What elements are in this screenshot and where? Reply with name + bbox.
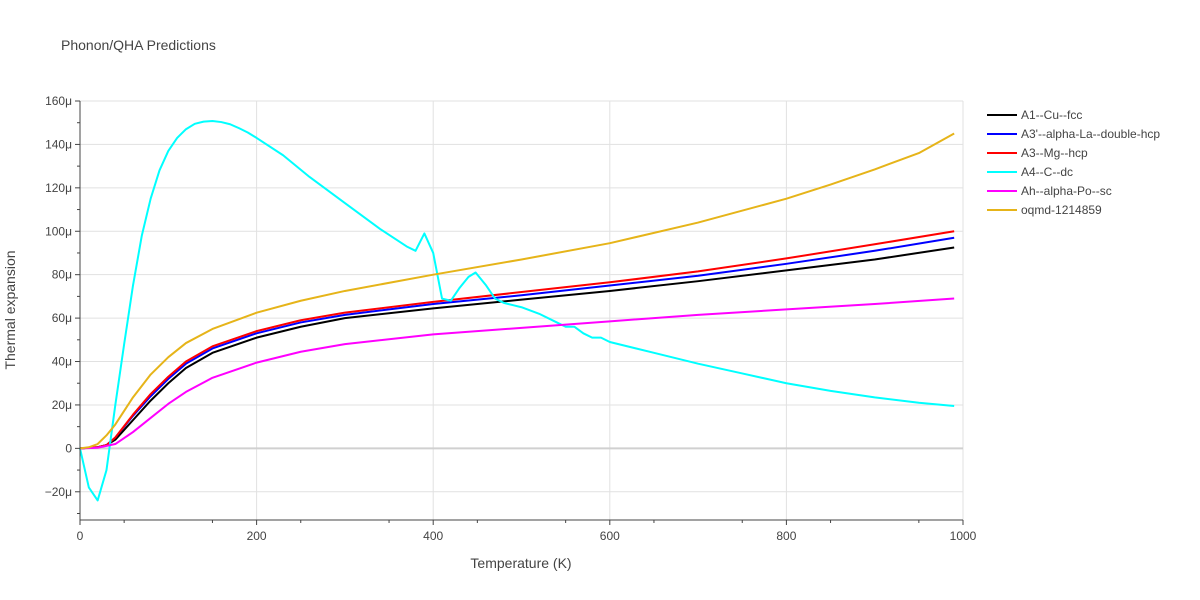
y-tick-label: 160μ xyxy=(45,94,72,108)
y-tick-label: 20μ xyxy=(52,398,72,412)
legend-label: Ah--alpha-Po--sc xyxy=(1021,184,1112,198)
series-line-4 xyxy=(79,297,955,450)
legend-item[interactable]: A3--Mg--hcp xyxy=(987,146,1088,160)
x-tick-label: 400 xyxy=(423,529,443,543)
y-tick-label: −20μ xyxy=(45,485,72,499)
series-line-0 xyxy=(79,246,955,450)
chart-title: Phonon/QHA Predictions xyxy=(61,37,216,53)
x-tick-label: 600 xyxy=(600,529,620,543)
legend-label: A3--Mg--hcp xyxy=(1021,146,1088,160)
y-axis-title: Thermal expansion xyxy=(2,250,18,369)
legend-label: A4--C--dc xyxy=(1021,165,1073,179)
grid xyxy=(80,100,964,520)
axes xyxy=(79,101,963,521)
series-line-1 xyxy=(79,236,955,450)
y-tick-label: 60μ xyxy=(52,311,72,325)
legend-label: A3'--alpha-La--double-hcp xyxy=(1021,127,1160,141)
legend-item[interactable]: Ah--alpha-Po--sc xyxy=(987,184,1112,198)
legend-label: oqmd-1214859 xyxy=(1021,203,1102,217)
legend-item[interactable]: A1--Cu--fcc xyxy=(987,108,1082,122)
legend-item[interactable]: A4--C--dc xyxy=(987,165,1073,179)
x-axis-ticks: 0 200 400 600 800 1000 xyxy=(77,520,977,543)
legend-item[interactable]: oqmd-1214859 xyxy=(987,203,1102,217)
series-line-3 xyxy=(79,119,955,502)
x-axis-title: Temperature (K) xyxy=(470,555,571,571)
x-tick-label: 0 xyxy=(77,529,84,543)
y-tick-label: 120μ xyxy=(45,181,72,195)
series-lines xyxy=(79,119,955,502)
y-tick-label: 100μ xyxy=(45,224,72,238)
y-tick-label: 140μ xyxy=(45,137,72,151)
y-tick-label: 40μ xyxy=(52,355,72,369)
y-tick-label: 0 xyxy=(65,441,72,455)
x-tick-label: 800 xyxy=(776,529,796,543)
series-line-2 xyxy=(79,230,955,450)
y-tick-label: 80μ xyxy=(52,268,72,282)
series-line-5 xyxy=(79,132,955,450)
y-axis-ticks: −20μ 0 20μ 40μ 60μ 80μ 100μ 120μ 140μ 160μ xyxy=(45,94,80,514)
legend-label: A1--Cu--fcc xyxy=(1021,108,1082,122)
legend: A1--Cu--fcc A3'--alpha-La--double-hcp A3--… xyxy=(987,108,1160,217)
x-tick-label: 200 xyxy=(247,529,267,543)
legend-item[interactable]: A3'--alpha-La--double-hcp xyxy=(987,127,1160,141)
x-tick-label: 1000 xyxy=(950,529,977,543)
